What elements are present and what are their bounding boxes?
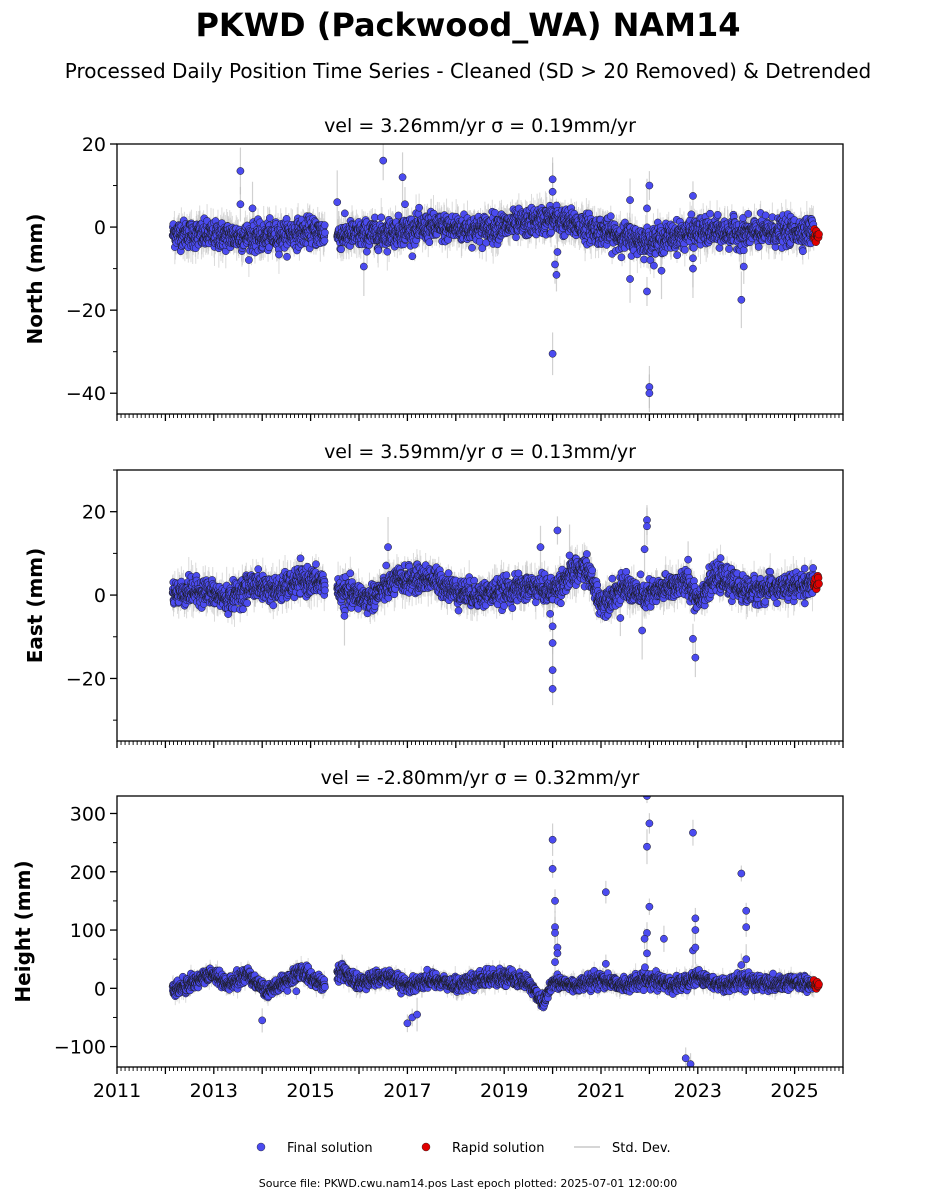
final-point xyxy=(706,209,714,218)
final-point xyxy=(320,236,329,245)
final-point xyxy=(687,210,696,219)
final-point-outlier xyxy=(548,175,557,184)
final-point xyxy=(425,238,434,247)
final-point xyxy=(689,244,698,252)
figure-subtitle: Processed Daily Position Time Series - C… xyxy=(65,59,871,83)
final-point-outlier xyxy=(548,187,557,196)
y-axis-label: North (mm) xyxy=(23,213,47,344)
final-point xyxy=(320,221,329,229)
final-point-outlier xyxy=(333,198,342,207)
y-tick-label: −40 xyxy=(66,383,106,405)
final-point-outlier xyxy=(689,254,697,263)
final-point xyxy=(512,233,520,242)
final-point-outlier xyxy=(643,204,651,213)
final-point xyxy=(265,243,273,252)
final-point xyxy=(673,251,682,259)
x-axis xyxy=(116,414,844,421)
final-point-outlier xyxy=(643,287,651,296)
y-axis: 20 0 −20 −40 xyxy=(66,134,117,405)
final-point-outlier xyxy=(551,260,559,269)
final-point-outlier xyxy=(236,167,245,175)
final-point xyxy=(744,210,753,218)
final-point-outlier xyxy=(626,196,634,204)
final-point xyxy=(275,250,283,259)
final-point-outlier xyxy=(552,270,561,279)
final-point xyxy=(617,253,626,262)
final-point xyxy=(754,243,763,251)
final-point xyxy=(799,247,807,256)
final-point xyxy=(283,252,291,261)
final-point-outlier xyxy=(739,262,748,271)
stddev-bars xyxy=(172,144,815,412)
final-point-outlier xyxy=(689,264,697,273)
y-tick-label: 20 xyxy=(82,134,106,156)
final-solution-points xyxy=(168,156,818,398)
final-point xyxy=(245,256,253,264)
panel-0: 20 0 −20 −40 vel = 3.26mm/yr σ = 0.19mm/yr No… xyxy=(23,115,844,421)
rapid-solution-points xyxy=(809,225,823,246)
final-point-outlier xyxy=(248,204,257,213)
final-point xyxy=(640,255,648,264)
final-point xyxy=(265,214,274,222)
final-point-outlier xyxy=(401,200,409,209)
final-point xyxy=(340,209,349,218)
final-point-outlier xyxy=(236,200,245,209)
y-tick-label: −20 xyxy=(66,300,106,322)
final-point xyxy=(337,245,345,254)
final-point xyxy=(650,261,658,270)
final-point-outlier xyxy=(548,349,557,358)
final-point-outlier xyxy=(398,173,407,182)
y-tick-label: 0 xyxy=(94,217,106,239)
final-point xyxy=(321,228,329,237)
final-point xyxy=(478,244,487,253)
final-point-outlier xyxy=(645,389,654,398)
final-point xyxy=(491,208,499,217)
final-point xyxy=(715,244,724,252)
rapid-point xyxy=(814,230,823,239)
final-point xyxy=(475,237,484,246)
final-point xyxy=(680,246,689,254)
final-point-outlier xyxy=(359,262,368,271)
final-point xyxy=(468,243,476,252)
final-point xyxy=(606,212,615,221)
plot-area xyxy=(168,505,823,706)
final-point-outlier xyxy=(553,248,562,256)
final-point xyxy=(362,247,371,256)
plot-area xyxy=(168,144,823,412)
final-point xyxy=(713,210,722,219)
panels: 20 0 −20 −40 vel = 3.26mm/yr σ = 0.19mm/yr No… xyxy=(11,115,844,1102)
final-point-outlier xyxy=(379,156,388,165)
final-point-outlier xyxy=(737,295,746,304)
final-point xyxy=(394,211,403,220)
final-point xyxy=(408,252,417,261)
final-point xyxy=(377,213,386,222)
final-point xyxy=(739,246,748,255)
final-point-outlier xyxy=(657,266,666,275)
axes-frame xyxy=(116,143,844,415)
panel-title: vel = 3.26mm/yr σ = 0.19mm/yr xyxy=(324,115,636,137)
final-point xyxy=(374,246,383,255)
final-point-outlier xyxy=(626,275,634,283)
final-point xyxy=(725,245,733,253)
final-point-outlier xyxy=(689,192,697,200)
final-point-outlier xyxy=(645,181,654,190)
final-point xyxy=(383,247,392,256)
final-point xyxy=(415,203,423,212)
figure-title: PKWD (Packwood_WA) NAM14 xyxy=(195,6,740,44)
final-point xyxy=(761,211,770,220)
